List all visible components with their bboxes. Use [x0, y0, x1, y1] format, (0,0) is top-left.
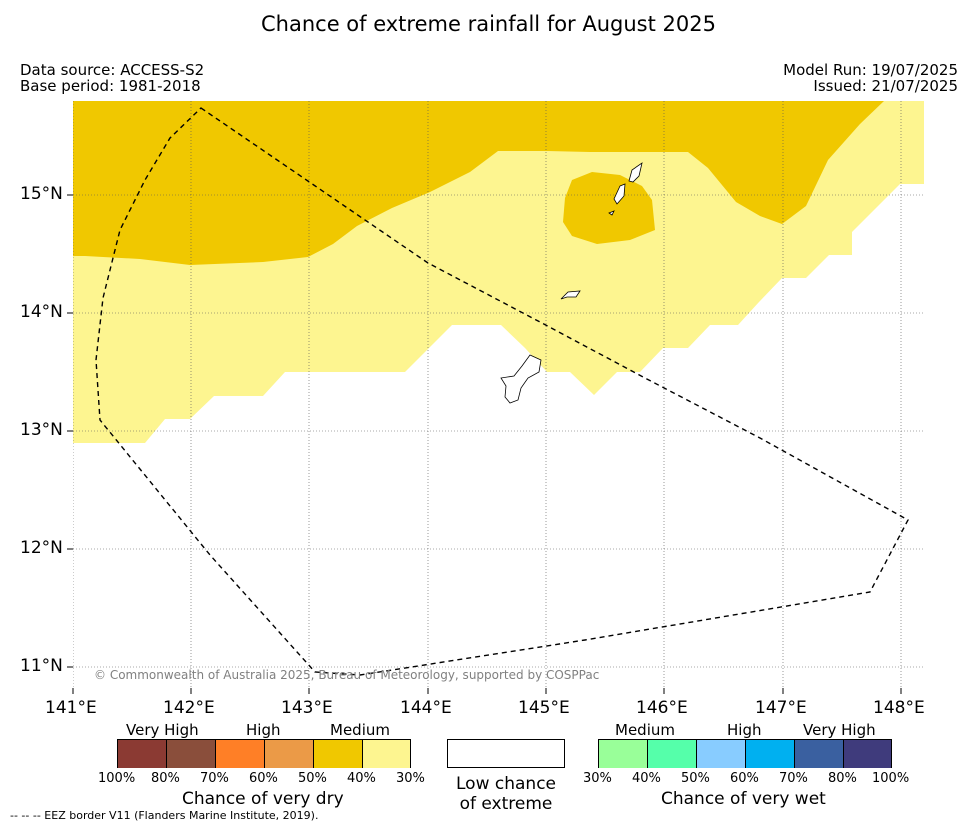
- dry-swatch-6: [363, 740, 410, 768]
- wet-tick-60: 60%: [730, 771, 759, 786]
- wet-header-very-high: Very High: [803, 721, 876, 739]
- lat-label-13n: 13°N: [20, 420, 63, 440]
- medium-dry-region-blob: [563, 172, 655, 244]
- eez-border: [95, 107, 909, 676]
- lon-label-144e: 144°E: [400, 698, 452, 718]
- lon-label-147e: 147°E: [755, 698, 807, 718]
- lat-label-11n: 11°N: [20, 656, 63, 676]
- dry-swatch-5: [314, 740, 363, 768]
- dry-swatch-3: [216, 740, 265, 768]
- wet-tick-50: 50%: [681, 771, 710, 786]
- guam-island: [500, 354, 542, 404]
- dry-tick-70: 70%: [200, 771, 229, 786]
- low-chance-swatch: [447, 739, 565, 768]
- base-period: Base period: 1981-2018: [20, 77, 201, 95]
- dry-tick-80: 80%: [151, 771, 180, 786]
- dry-tick-60: 60%: [249, 771, 278, 786]
- dry-header-high: High: [246, 721, 281, 739]
- dry-tick-50: 50%: [298, 771, 327, 786]
- dry-colorbar: [117, 739, 411, 768]
- lon-label-145e: 145°E: [518, 698, 570, 718]
- wet-header-high: High: [727, 721, 762, 739]
- dry-tick-30: 30%: [396, 771, 425, 786]
- wet-swatch-2: [648, 740, 697, 768]
- islands: [500, 162, 643, 404]
- wet-tick-40: 40%: [632, 771, 661, 786]
- wet-colorbar: [598, 739, 892, 768]
- lat-label-14n: 14°N: [20, 302, 63, 322]
- wet-tick-80: 80%: [828, 771, 857, 786]
- dry-tick-40: 40%: [347, 771, 376, 786]
- wet-tick-30: 30%: [583, 771, 612, 786]
- axis-ticks: [67, 194, 902, 694]
- lat-label-12n: 12°N: [20, 538, 63, 558]
- model-run: Model Run: 19/07/2025: [783, 61, 958, 79]
- wet-swatch-4: [746, 740, 795, 768]
- lat-label-15n: 15°N: [20, 184, 63, 204]
- wet-swatch-3: [697, 740, 746, 768]
- wet-tick-70: 70%: [779, 771, 808, 786]
- tinian-island: [608, 210, 615, 216]
- medium-dry-region-north: [73, 101, 884, 265]
- dry-legend-caption: Chance of very dry: [182, 789, 344, 809]
- wet-swatch-5: [795, 740, 844, 768]
- wet-legend-caption: Chance of very wet: [661, 789, 826, 809]
- low-chance-label-line1: Low chance: [456, 774, 556, 794]
- copyright-notice: © Commonwealth of Australia 2025, Bureau…: [94, 668, 600, 682]
- wet-swatch-6: [844, 740, 891, 768]
- lon-label-146e: 146°E: [636, 698, 688, 718]
- graticule: [73, 101, 924, 688]
- dry-header-very-high: Very High: [126, 721, 199, 739]
- lon-label-143e: 143°E: [281, 698, 333, 718]
- dry-tick-100: 100%: [98, 771, 136, 786]
- lon-label-141e: 141°E: [45, 698, 97, 718]
- lon-label-148e: 148°E: [873, 698, 925, 718]
- eez-footnote: -- -- -- EEZ border V11 (Flanders Marine…: [10, 809, 319, 822]
- wet-tick-100: 100%: [872, 771, 910, 786]
- lon-label-142e: 142°E: [163, 698, 215, 718]
- dry-swatch-4: [265, 740, 314, 768]
- issued-date: Issued: 21/07/2025: [813, 77, 958, 95]
- low-chance-label-line2: of extreme: [459, 794, 553, 814]
- wet-header-medium: Medium: [615, 721, 675, 739]
- anatahan-island: [628, 162, 643, 183]
- map-title: Chance of extreme rainfall for August 20…: [261, 12, 716, 36]
- data-source: Data source: ACCESS-S2: [20, 61, 205, 79]
- dry-header-medium: Medium: [330, 721, 390, 739]
- dry-swatch-2: [167, 740, 216, 768]
- wet-swatch-1: [599, 740, 648, 768]
- rota-island: [560, 290, 581, 300]
- saipan-island: [613, 183, 626, 205]
- dry-swatch-1: [118, 740, 167, 768]
